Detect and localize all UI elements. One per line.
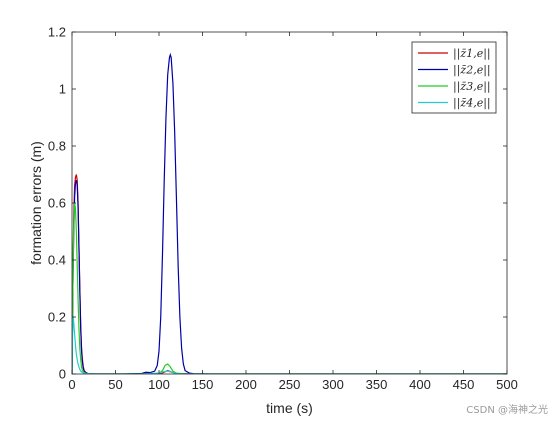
x-tick-label: 450 (453, 377, 475, 392)
legend: ||z̄1,e|| ||z̄2,e|| ||z̄3,e|| ||z̄4,e|| (411, 41, 497, 114)
y-tick-label: 0.6 (48, 196, 66, 211)
series-line-1 (72, 174, 507, 374)
y-tick-label: 1 (59, 82, 66, 97)
x-tick-label: 500 (496, 377, 518, 392)
x-tick-label: 350 (366, 377, 388, 392)
legend-label-1: ||z̄1,e|| (453, 47, 491, 61)
x-axis-title: time (s) (266, 400, 313, 416)
x-tick-label: 50 (108, 377, 122, 392)
x-tick-label: 150 (192, 377, 214, 392)
series-line-2 (72, 52, 507, 374)
y-tick-label: 0.2 (48, 310, 66, 325)
x-tick-label: 300 (322, 377, 344, 392)
watermark: CSDN @海神之光 (466, 405, 548, 416)
x-tick-label: 0 (68, 377, 75, 392)
series-line-4 (72, 316, 507, 374)
x-tick-label: 100 (148, 377, 170, 392)
y-tick-label: 0.4 (48, 253, 66, 268)
x-tick-label: 200 (235, 377, 257, 392)
x-tick-label: 400 (409, 377, 431, 392)
legend-label-2: ||z̄2,e|| (453, 64, 491, 78)
y-axis-title: formation errors (m) (28, 141, 44, 265)
x-tick-label: 250 (279, 377, 301, 392)
y-tick-label: 0 (59, 367, 66, 382)
y-tick-label: 0.8 (48, 139, 66, 154)
legend-label-4: ||z̄4,e|| (453, 97, 491, 111)
legend-box (411, 41, 497, 114)
axes: 0 50 100 150 200 250 300 350 400 450 500 0 0.2 0.4 0.6… (48, 25, 518, 393)
y-tick-label: 1.2 (48, 25, 66, 40)
legend-label-3: ||z̄3,e|| (453, 80, 491, 94)
series-line-3 (72, 202, 507, 374)
